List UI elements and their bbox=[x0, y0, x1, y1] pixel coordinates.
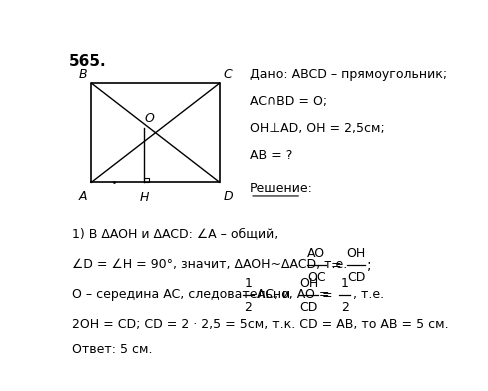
Text: CD: CD bbox=[300, 301, 318, 314]
Text: AO: AO bbox=[307, 247, 325, 260]
Text: C: C bbox=[224, 68, 233, 81]
Text: OH⊥AD, OH = 2,5см;: OH⊥AD, OH = 2,5см; bbox=[250, 122, 385, 135]
Text: AB = ?: AB = ? bbox=[250, 149, 292, 162]
Text: 565.: 565. bbox=[68, 54, 106, 70]
Text: O: O bbox=[145, 111, 155, 125]
Text: 1: 1 bbox=[341, 277, 348, 290]
Text: H: H bbox=[140, 191, 149, 204]
Text: 2: 2 bbox=[341, 301, 348, 314]
Text: , т.е.: , т.е. bbox=[353, 288, 384, 301]
Text: OH: OH bbox=[299, 277, 318, 290]
Text: 2: 2 bbox=[244, 301, 252, 314]
Text: A: A bbox=[79, 190, 87, 203]
Text: ∠D = ∠H = 90°, значит, ΔAOH~ΔACD, т.е.: ∠D = ∠H = 90°, значит, ΔAOH~ΔACD, т.е. bbox=[72, 258, 347, 271]
Text: 1: 1 bbox=[244, 277, 252, 290]
Text: =: = bbox=[331, 259, 341, 272]
Text: Решение:: Решение: bbox=[250, 182, 313, 196]
Text: Ответ: 5 см.: Ответ: 5 см. bbox=[72, 343, 153, 357]
Text: D: D bbox=[224, 190, 233, 203]
Text: B: B bbox=[79, 68, 87, 81]
Text: AC∩BD = O;: AC∩BD = O; bbox=[250, 95, 327, 108]
Text: AC, и: AC, и bbox=[257, 288, 290, 301]
Text: OC: OC bbox=[307, 271, 325, 283]
Text: ;: ; bbox=[367, 258, 372, 272]
Text: OH: OH bbox=[346, 247, 366, 260]
Text: 1) В ΔAOH и ΔACD: ∠A – общий,: 1) В ΔAOH и ΔACD: ∠A – общий, bbox=[72, 228, 279, 240]
Text: CD: CD bbox=[347, 271, 365, 283]
Text: Дано: ABCD – прямоугольник;: Дано: ABCD – прямоугольник; bbox=[250, 68, 447, 81]
Text: =: = bbox=[322, 289, 333, 302]
Text: О – середина AC, следовательно, AO =: О – середина AC, следовательно, AO = bbox=[72, 288, 334, 301]
Text: 2OH = CD; CD = 2 · 2,5 = 5см, т.к. CD = AB, то AB = 5 см.: 2OH = CD; CD = 2 · 2,5 = 5см, т.к. CD = … bbox=[72, 318, 449, 331]
